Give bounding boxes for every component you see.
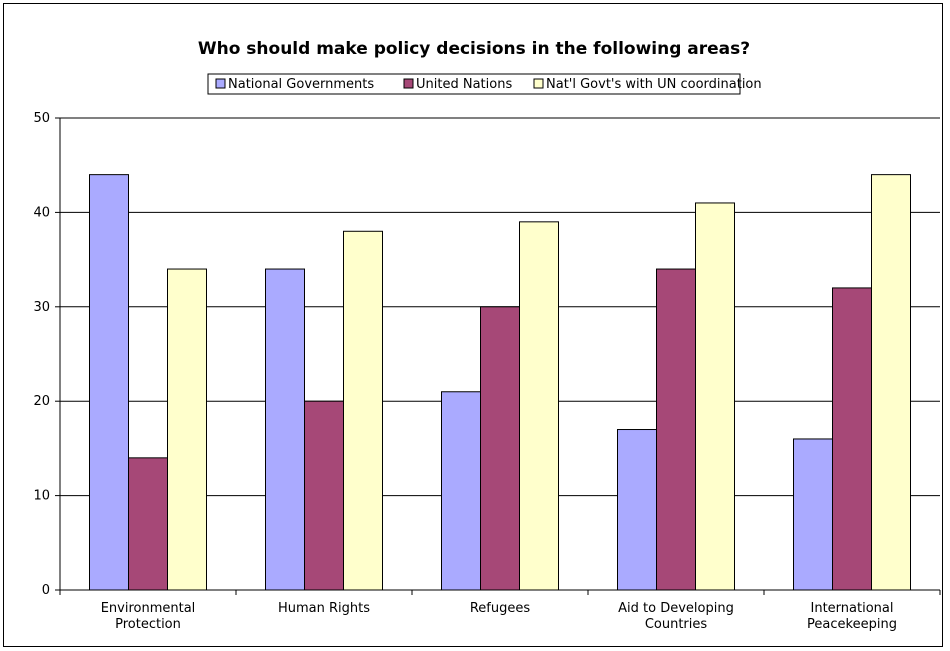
- y-tick-label: 40: [33, 205, 50, 220]
- bar-national-governments-1: [265, 268, 305, 591]
- bar-united-nations-4: [832, 287, 872, 591]
- x-category-label: International Peacekeeping: [807, 601, 897, 632]
- bar-nat-l-govt-s-with-un-coordination-2: [519, 221, 559, 591]
- x-category-label: Human Rights: [278, 601, 370, 616]
- legend-swatch: [533, 78, 544, 89]
- x-category-label: Environmental Protection: [101, 601, 196, 632]
- bar-united-nations-3: [656, 268, 696, 591]
- bar-united-nations-0: [128, 457, 168, 591]
- bar-nat-l-govt-s-with-un-coordination-1: [343, 230, 383, 591]
- legend-swatch: [403, 78, 414, 89]
- chart-frame: Who should make policy decisions in the …: [3, 3, 943, 647]
- bar-nat-l-govt-s-with-un-coordination-3: [695, 202, 735, 591]
- x-category-label: Aid to Developing Countries: [618, 601, 734, 632]
- x-axis-category-labels: Environmental Protection Human Rights Refug…: [101, 601, 897, 632]
- x-category-label: Refugees: [470, 601, 531, 616]
- legend-box: [207, 73, 741, 95]
- bar-nat-l-govt-s-with-un-coordination-0: [167, 268, 207, 591]
- y-tick-label: 30: [33, 300, 50, 315]
- bar-nat-l-govt-s-with-un-coordination-4: [871, 174, 911, 591]
- bar-national-governments-3: [617, 429, 657, 591]
- y-tick-label: 0: [42, 583, 50, 598]
- legend-label: United Nations: [416, 77, 512, 92]
- y-tick-label: 50: [33, 111, 50, 126]
- legend: National Governments United Nations Nat'l …: [207, 73, 762, 95]
- y-axis-tick-labels: 0 10 20 30 40 50: [33, 111, 50, 598]
- y-tick-label: 10: [33, 489, 50, 504]
- bar-united-nations-2: [480, 306, 520, 591]
- y-tick-label: 20: [33, 394, 50, 409]
- axes: [55, 117, 941, 595]
- bars: [89, 174, 911, 591]
- bar-national-governments-2: [441, 391, 481, 591]
- legend-swatch: [215, 78, 226, 89]
- bar-chart: Who should make policy decisions in the …: [33, 39, 941, 632]
- chart-title: Who should make policy decisions in the …: [198, 39, 750, 59]
- bar-national-governments-4: [793, 438, 833, 591]
- bar-united-nations-1: [304, 400, 344, 591]
- bar-national-governments-0: [89, 174, 129, 591]
- legend-label: National Governments: [228, 77, 374, 92]
- legend-label: Nat'l Govt's with UN coordination: [546, 77, 762, 92]
